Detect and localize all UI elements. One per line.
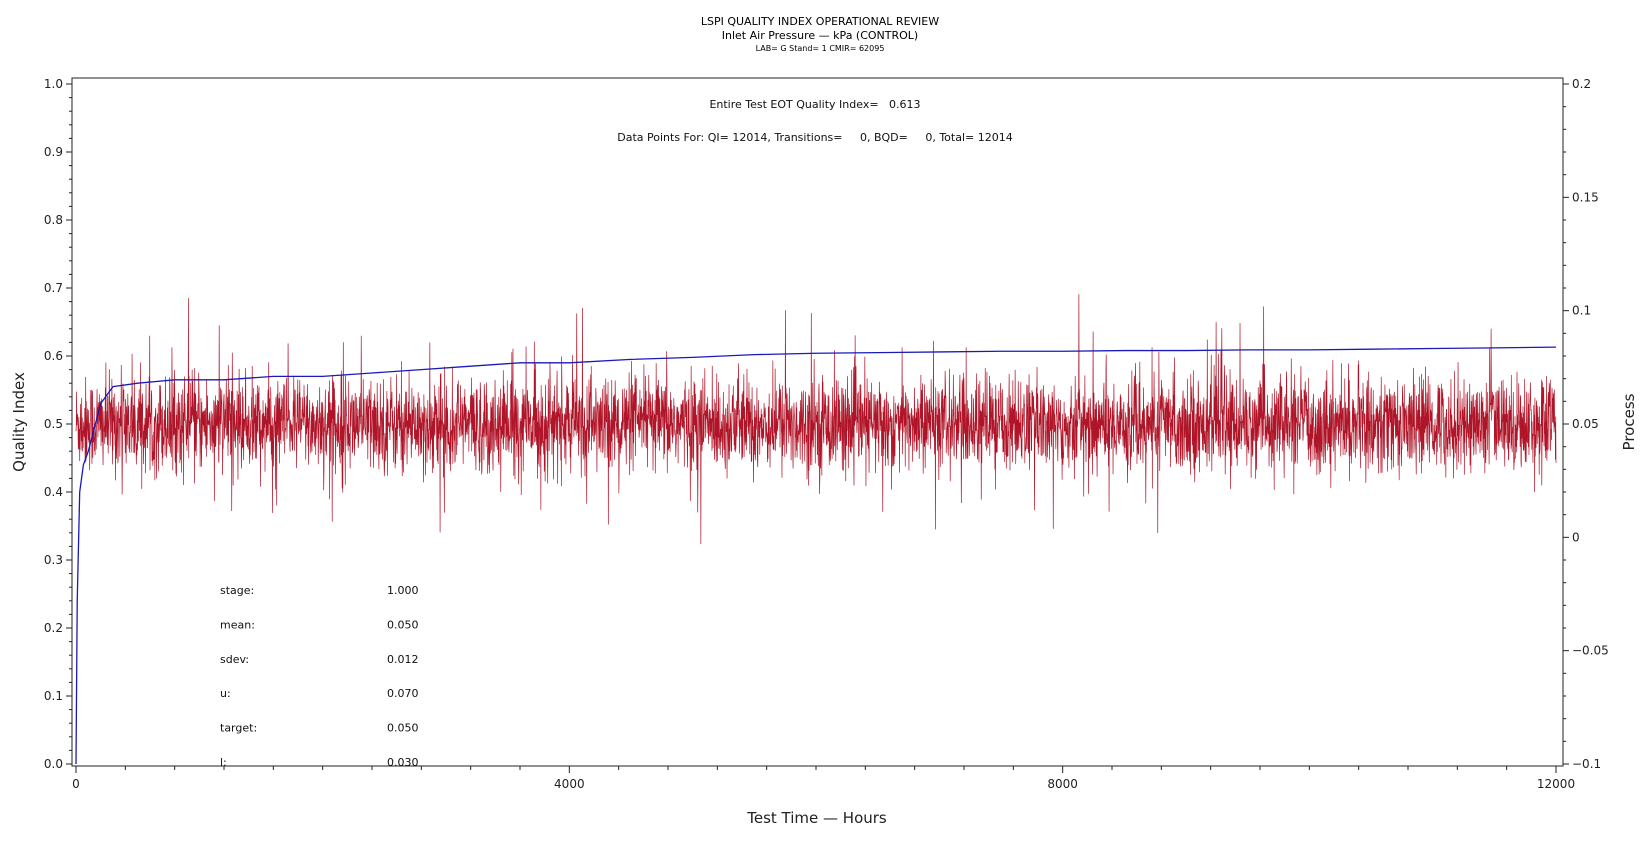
y-tick-label: 0.7 (44, 281, 63, 295)
x-tick-label: 8000 (1047, 777, 1078, 791)
y-tick-label: 0.6 (44, 349, 63, 363)
y-tick-label: 1.0 (44, 77, 63, 91)
plot-frame (71, 77, 1564, 767)
quality-index-line (75, 346, 1557, 765)
stat-value: 0.050 (387, 618, 419, 631)
stat-label: sdev: (220, 653, 249, 666)
x-tick-label: 0 (72, 777, 80, 791)
y-tick-label: 0.1 (44, 689, 63, 703)
stat-label: stage: (220, 584, 254, 597)
y-axis-left: 0.0 0.1 0.2 0.3 0.4 0.5 0.6 0.7 0.8 0.9 1.0 (44, 77, 72, 771)
y2-axis-title: Process (1620, 393, 1638, 450)
stat-value: 0.030 (387, 756, 419, 769)
y2-tick-label: 0.05 (1572, 417, 1599, 431)
y-tick-label: 0.0 (44, 757, 63, 771)
y2-tick-label: −0.05 (1572, 644, 1609, 658)
y2-tick-label: 0.2 (1572, 77, 1591, 91)
stat-value: 0.050 (387, 722, 419, 735)
qi-annotation: Entire Test EOT Quality Index= 0.613 (709, 98, 920, 111)
stat-value: 0.070 (387, 687, 419, 700)
y-axis-title: Quality Index (10, 372, 28, 472)
process-line (75, 294, 1557, 545)
chart-subtitle-small: LAB= G Stand= 1 CMIR= 62095 (756, 44, 885, 53)
y2-tick-label: −0.1 (1572, 757, 1601, 771)
y-tick-label: 0.5 (44, 417, 63, 431)
x-axis: 0 4000 8000 12000 (72, 766, 1575, 791)
stat-label: mean: (220, 618, 255, 631)
y-tick-label: 0.8 (44, 213, 63, 227)
quality-index-series (75, 346, 1557, 765)
stat-label: target: (220, 722, 257, 735)
y-tick-label: 0.4 (44, 485, 63, 499)
stat-value: 0.012 (387, 653, 419, 666)
y2-tick-label: 0.15 (1572, 190, 1599, 204)
y-tick-label: 0.2 (44, 621, 63, 635)
x-tick-label: 12000 (1537, 777, 1575, 791)
y2-tick-label: 0.1 (1572, 304, 1591, 318)
process-series (75, 294, 1557, 545)
x-axis-title: Test Time — Hours (746, 809, 887, 827)
chart-subtitle: Inlet Air Pressure — kPa (CONTROL) (722, 29, 918, 42)
stat-label: u: (220, 687, 231, 700)
stats-table: stage: 1.000 mean: 0.050 sdev: 0.012 u: 0.070 ta… (220, 584, 419, 769)
stat-value: 1.000 (387, 584, 419, 597)
y-tick-label: 0.3 (44, 553, 63, 567)
stat-label: l: (220, 756, 227, 769)
chart-title: LSPI QUALITY INDEX OPERATIONAL REVIEW (701, 15, 939, 28)
y2-tick-label: 0 (1572, 530, 1580, 544)
x-tick-label: 4000 (554, 777, 585, 791)
points-annotation: Data Points For: QI= 12014, Transitions=… (617, 131, 1012, 144)
y-axis-right: −0.1 −0.05 0 0.05 0.1 0.15 0.2 (1563, 77, 1609, 771)
y-tick-label: 0.9 (44, 145, 63, 159)
